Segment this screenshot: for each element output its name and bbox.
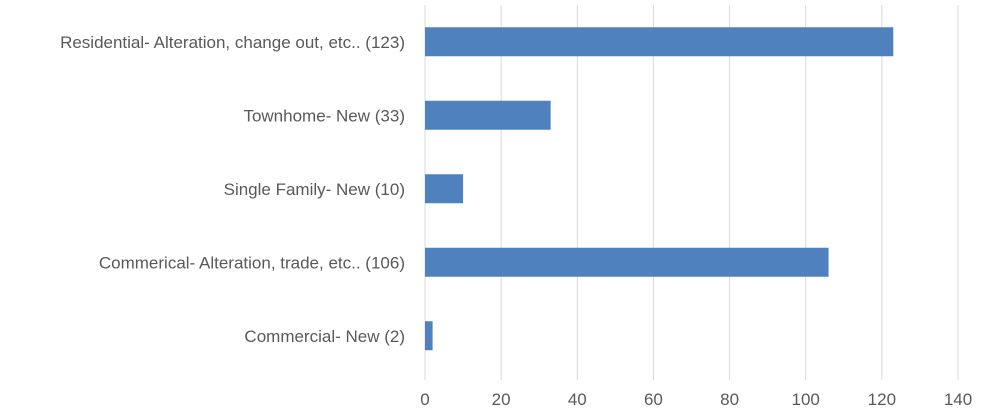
bar <box>425 174 464 204</box>
x-tick-label: 0 <box>420 390 429 409</box>
x-axis-ticks: 0 20 40 60 80 100 120 140 <box>420 390 972 409</box>
category-label: Residential- Alteration, change out, etc… <box>60 33 405 52</box>
gridlines <box>424 5 959 380</box>
category-label: Commerical- Alteration, trade, etc.. (10… <box>99 253 405 272</box>
x-tick-label: 80 <box>720 390 739 409</box>
x-tick-label: 60 <box>644 390 663 409</box>
bar <box>425 247 829 277</box>
x-tick-label: 20 <box>492 390 511 409</box>
bar <box>425 100 551 130</box>
x-tick-label: 120 <box>868 390 896 409</box>
category-label: Single Family- New (10) <box>224 180 405 199</box>
bars <box>425 27 894 351</box>
x-tick-label: 40 <box>568 390 587 409</box>
category-label: Commercial- New (2) <box>244 327 405 346</box>
bar <box>425 321 433 351</box>
category-label: Townhome- New (33) <box>243 106 405 125</box>
x-tick-label: 140 <box>944 390 972 409</box>
category-labels: Residential- Alteration, change out, etc… <box>60 33 405 346</box>
bar <box>425 27 894 57</box>
x-tick-label: 100 <box>792 390 820 409</box>
